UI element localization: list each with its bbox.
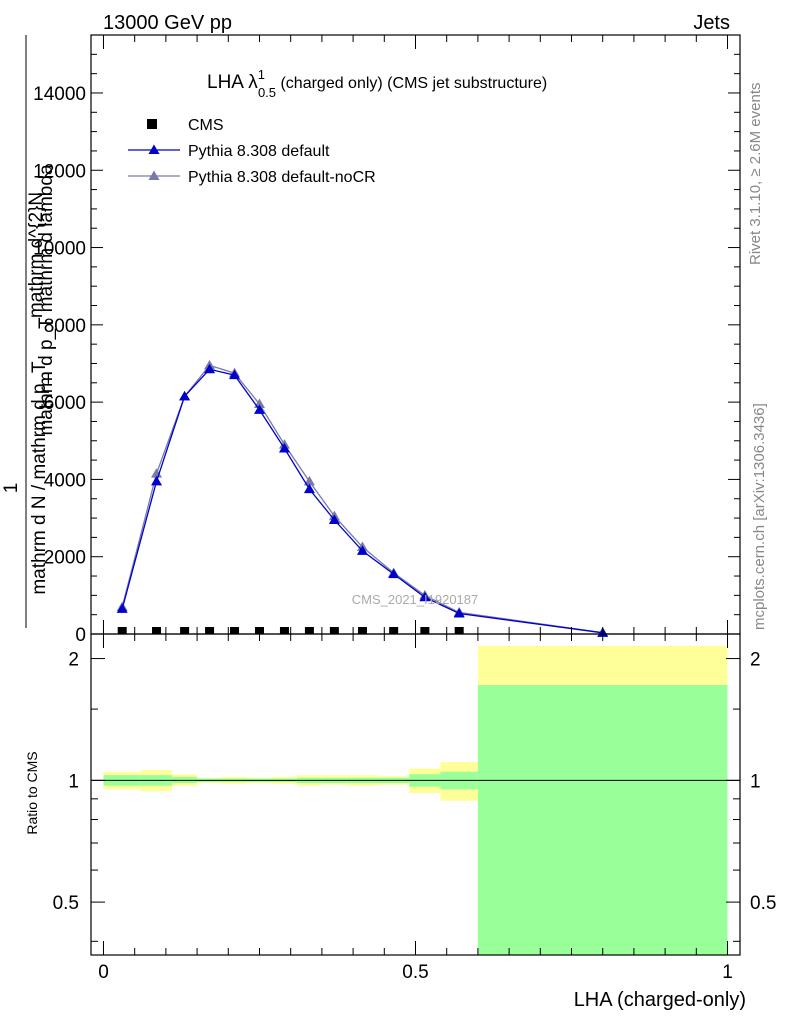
- cms-point: [117, 627, 127, 634]
- ratio-ytick-label-right: 2: [750, 650, 761, 671]
- ratio-bands: [103, 645, 728, 955]
- header-left: 13000 GeV pp: [103, 12, 232, 34]
- main-ytick-label: 4000: [44, 470, 86, 491]
- series-point-nocr: [303, 475, 315, 486]
- ylabel-mid: mathrm d p_T mathrm d lambda: [36, 164, 57, 435]
- ratio-ytick-label-left: 0.5: [53, 893, 79, 914]
- tick-labels: 0 2000 4000 6000 8000 10000 12000 14000 0 0.5 1 0.5…: [33, 84, 776, 983]
- chart-title: LHA λ1 0.5 (charged only) (CMS jet substr…: [207, 67, 547, 100]
- ratio-xtick-label: 0.5: [402, 962, 428, 983]
- cms-point: [230, 627, 240, 634]
- ratio-xtick-label: 1: [722, 962, 733, 983]
- series-point-default: [253, 404, 265, 414]
- cms-point: [152, 627, 162, 634]
- header-right: Jets: [693, 12, 730, 34]
- series-point-default: [278, 443, 290, 453]
- series-point-default: [229, 369, 241, 380]
- main-ytick-label: 0: [75, 625, 86, 646]
- legend-label-cms: CMS: [188, 117, 224, 134]
- ratio-xtick-label: 0: [98, 962, 109, 983]
- rivet-label: Rivet 3.1.10, ≥ 2.6M events: [747, 83, 764, 266]
- legend: CMS Pythia 8.308 default Pythia 8.308 de…: [128, 117, 376, 186]
- ratio-ytick-label-right: 1: [750, 771, 761, 792]
- ratio-ylabel: Ratio to CMS: [24, 751, 40, 834]
- main-ytick-label: 2000: [44, 548, 86, 569]
- cms-point: [389, 627, 399, 634]
- main-ytick-label: 10000: [33, 239, 86, 260]
- main-series: [116, 359, 609, 637]
- series-point-nocr: [151, 468, 163, 478]
- main-ytick-label: 12000: [33, 161, 86, 182]
- ylabel-frac-num: 1: [1, 483, 22, 494]
- series-point-default: [356, 545, 368, 555]
- series-point-default: [419, 591, 431, 602]
- main-ytick-label: 14000: [33, 84, 86, 105]
- series-point-default: [179, 390, 191, 401]
- ratio-ytick-label-left: 1: [68, 771, 79, 792]
- cms-point: [454, 627, 464, 634]
- legend-marker-nocr: [148, 170, 160, 180]
- cms-point: [357, 627, 367, 634]
- ylabel-frac-den: mathrm d N / mathrm d p_T: [29, 361, 50, 595]
- ratio-ytick-label-right: 0.5: [750, 893, 776, 914]
- series-point-default: [388, 568, 400, 579]
- cms-point: [205, 627, 215, 634]
- cms-point: [329, 627, 339, 634]
- main-ylabel: mathrm d^{2}N mathrm d p_T mathrm d lamb…: [1, 35, 57, 628]
- ticks: [91, 34, 740, 955]
- legend-label-default: Pythia 8.308 default: [188, 143, 330, 160]
- cms-point: [180, 627, 190, 634]
- ratio-ytick-label-left: 2: [68, 650, 79, 671]
- legend-marker-default: [148, 144, 160, 154]
- series-point-default: [204, 363, 216, 374]
- main-ytick-label: 6000: [44, 393, 86, 414]
- series-point-default: [116, 603, 128, 613]
- ratio-band-inner-13: [477, 685, 728, 955]
- series-point-default: [453, 608, 465, 618]
- xlabel: LHA (charged-only): [574, 989, 746, 1011]
- mcplots-label: mcplots.cern.ch [arXiv:1306.3436]: [751, 403, 768, 630]
- main-ytick-label: 8000: [44, 316, 86, 337]
- cms-point: [304, 627, 314, 634]
- cms-point: [420, 627, 430, 634]
- cms-point: [279, 627, 289, 634]
- series-point-default: [151, 475, 163, 486]
- series-point-default: [303, 483, 315, 494]
- legend-marker-cms: [147, 119, 157, 129]
- legend-label-nocr: Pythia 8.308 default-noCR: [188, 169, 376, 186]
- series-line-default: [121, 368, 603, 634]
- series-point-default: [328, 514, 340, 524]
- watermark: CMS_2021_I1920187: [352, 592, 479, 607]
- ylabel-top: mathrm d^{2}N: [26, 192, 47, 318]
